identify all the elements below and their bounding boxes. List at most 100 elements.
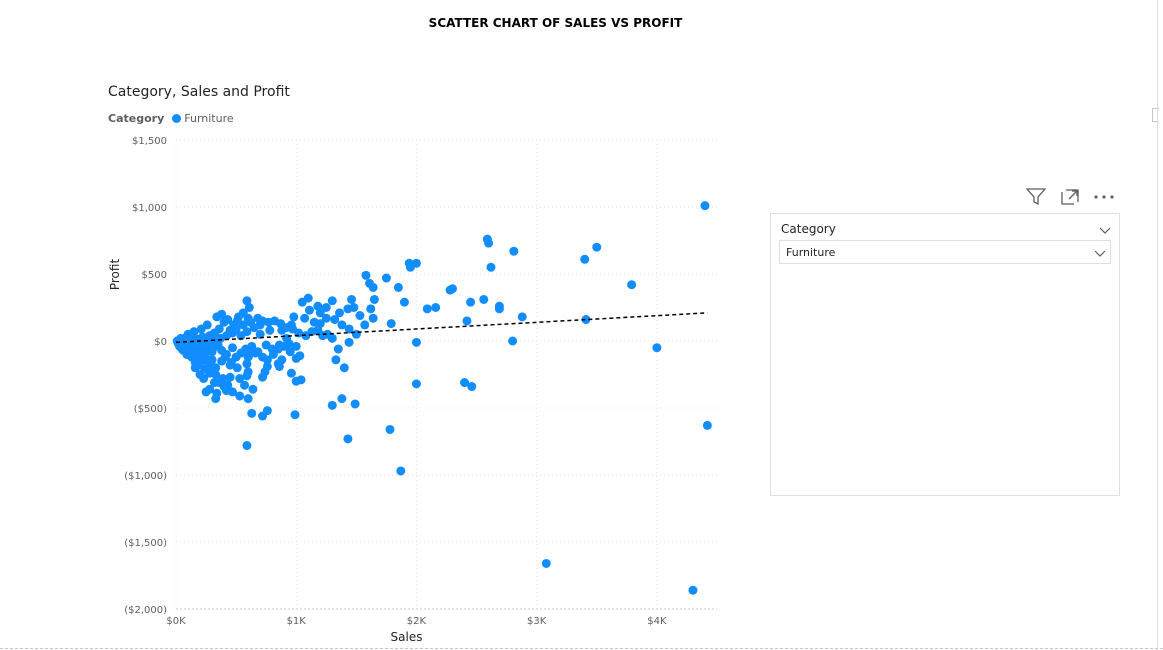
data-point <box>347 294 357 304</box>
data-point <box>344 324 354 334</box>
legend-marker-furniture <box>172 114 182 123</box>
page-title: SCATTER CHART OF SALES VS PROFIT <box>428 16 683 30</box>
data-point <box>396 466 406 476</box>
data-point <box>211 363 221 373</box>
data-point <box>368 313 378 323</box>
x-tick-label: $3K <box>527 616 547 627</box>
data-point <box>405 262 415 272</box>
data-point <box>508 336 518 346</box>
data-point <box>304 305 314 315</box>
data-point <box>333 344 343 354</box>
data-point <box>327 400 337 410</box>
data-point <box>190 363 200 373</box>
data-point <box>228 343 238 353</box>
data-point <box>411 337 421 347</box>
data-point <box>360 320 370 330</box>
data-point <box>221 349 231 359</box>
data-point <box>217 309 227 319</box>
x-axis-title: Sales <box>391 630 423 644</box>
data-point <box>242 441 252 451</box>
data-point <box>355 311 365 321</box>
data-point <box>205 368 215 378</box>
data-point <box>242 327 252 337</box>
slicer-dropdown[interactable]: Furniture <box>779 240 1111 264</box>
data-point <box>199 374 209 384</box>
data-point <box>431 303 441 312</box>
chart-legend: Category Furniture <box>108 112 234 125</box>
data-point <box>285 347 295 357</box>
data-point <box>369 294 379 304</box>
slicer-selected-value: Furniture <box>786 245 836 259</box>
data-point <box>246 317 256 327</box>
data-point <box>262 361 272 371</box>
data-point <box>580 254 590 264</box>
data-point <box>688 585 698 595</box>
data-point <box>509 246 519 256</box>
data-point <box>381 273 391 283</box>
data-point <box>247 408 257 418</box>
data-point <box>279 341 289 351</box>
data-point <box>262 406 272 416</box>
data-point <box>309 317 319 327</box>
pane-collapse-tab[interactable] <box>1152 108 1159 122</box>
data-point <box>291 376 301 386</box>
data-point <box>335 308 345 318</box>
data-point <box>486 262 496 272</box>
data-point <box>289 312 299 322</box>
chevron-down-icon[interactable] <box>1094 243 1106 262</box>
y-tick-label: $500 <box>142 270 167 281</box>
data-point <box>700 201 710 211</box>
data-point <box>209 378 219 388</box>
category-slicer: Category Furniture <box>770 213 1120 496</box>
chevron-down-icon[interactable] <box>1099 220 1111 239</box>
data-point <box>350 399 360 409</box>
data-point <box>321 303 331 312</box>
more-options-icon[interactable] <box>1093 187 1115 207</box>
trend-line <box>175 312 708 344</box>
data-point <box>702 420 712 430</box>
data-point <box>235 374 245 384</box>
data-point <box>592 242 602 252</box>
data-point <box>462 316 472 326</box>
data-point <box>337 394 347 404</box>
focus-mode-icon[interactable] <box>1059 187 1081 207</box>
data-point <box>242 359 252 369</box>
data-point <box>286 368 296 378</box>
data-point <box>361 270 371 280</box>
data-point <box>232 363 242 373</box>
data-point <box>300 313 310 323</box>
x-tick-label: $4K <box>647 616 667 627</box>
slicer-header[interactable]: Category <box>781 218 1111 241</box>
y-tick-label: $0 <box>154 337 167 348</box>
data-point <box>297 297 307 307</box>
data-point <box>479 294 489 304</box>
data-point <box>318 331 328 341</box>
legend-label-furniture[interactable]: Furniture <box>184 112 234 125</box>
canvas-right-border <box>1157 0 1158 650</box>
data-point <box>327 296 337 306</box>
y-tick-label: $1,500 <box>132 136 167 147</box>
y-tick-label: ($2,000) <box>124 605 167 616</box>
slicer-title: Category <box>781 222 836 236</box>
data-point <box>321 313 331 323</box>
data-point <box>386 319 396 329</box>
data-point <box>331 355 341 365</box>
scatter-chart[interactable]: $1,500 $1,000 $500 $0 ($500) ($1,000) ($1,500)… <box>0 0 760 650</box>
data-point <box>244 303 254 312</box>
data-point <box>337 320 347 330</box>
data-point <box>217 356 227 366</box>
data-point <box>330 315 340 325</box>
filter-icon[interactable] <box>1025 187 1047 207</box>
data-point <box>262 355 272 365</box>
data-point <box>422 304 432 314</box>
data-point <box>234 312 244 322</box>
data-point <box>344 337 354 347</box>
data-point <box>366 304 376 314</box>
data-point <box>484 238 494 248</box>
data-point <box>229 320 239 330</box>
data-point <box>223 315 233 325</box>
data-point <box>238 320 248 330</box>
y-tick-label: $1,000 <box>132 203 167 214</box>
x-tick-label: $1K <box>287 616 307 627</box>
data-point <box>172 336 182 346</box>
